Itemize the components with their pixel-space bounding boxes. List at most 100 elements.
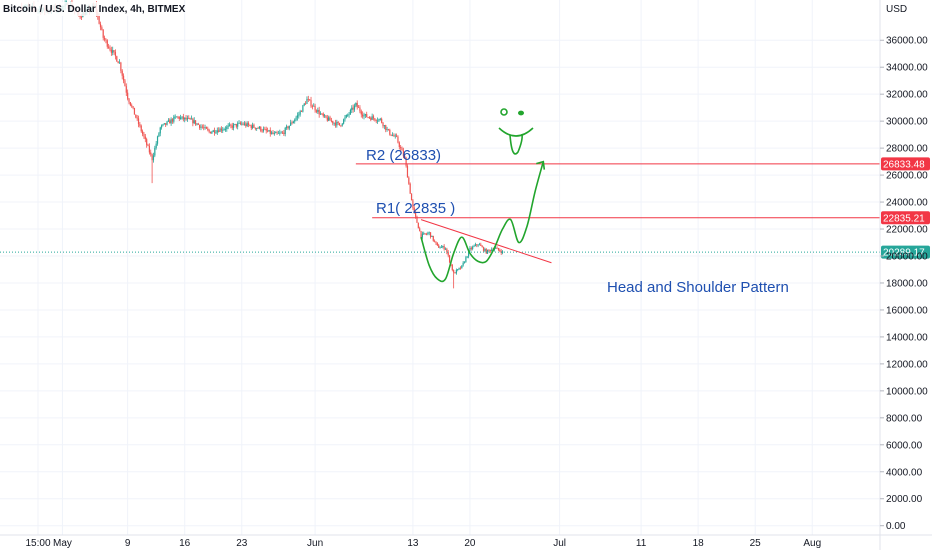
candle: [101, 25, 103, 31]
plot-area[interactable]: [0, 0, 880, 535]
candle: [465, 255, 467, 263]
candle: [269, 127, 271, 137]
candle: [401, 146, 403, 151]
candle: [482, 246, 485, 252]
time-axis[interactable]: [0, 536, 880, 550]
candle: [249, 124, 251, 127]
candle: [459, 266, 462, 270]
candle: [112, 46, 114, 56]
candle: [258, 125, 261, 130]
candle: [292, 120, 294, 124]
candle: [416, 215, 418, 223]
candle: [398, 141, 400, 150]
candle: [488, 249, 490, 253]
y-tick-label: 26000.00: [886, 171, 928, 182]
candle: [436, 242, 438, 247]
y-tick-label: 8000.00: [886, 413, 923, 424]
y-tick-label: 2000.00: [886, 494, 923, 505]
candle: [220, 126, 222, 133]
candle: [307, 95, 309, 102]
candle: [254, 127, 256, 131]
candle: [207, 126, 209, 132]
candle: [405, 156, 407, 168]
candle: [480, 242, 482, 246]
candle: [152, 152, 155, 163]
candle: [114, 49, 117, 60]
candle: [311, 104, 313, 110]
candle: [367, 116, 369, 119]
candle: [129, 101, 131, 107]
y-tick-label: 22000.00: [886, 225, 928, 236]
candle: [125, 83, 127, 97]
price-axis[interactable]: [881, 0, 932, 535]
candle: [99, 21, 102, 31]
symbol-header-bg: [0, 2, 165, 16]
candle: [396, 133, 398, 138]
candle: [351, 105, 353, 114]
x-tick-label: 11: [636, 538, 647, 549]
y-tick-label: 4000.00: [886, 467, 923, 478]
candle: [352, 104, 354, 113]
y-tick-label: 24000.00: [886, 198, 928, 209]
pattern-annotation: Head and Shoulder Pattern: [607, 279, 789, 296]
neckline-trendline[interactable]: [420, 219, 552, 264]
candle: [170, 117, 172, 126]
candle: [186, 115, 189, 122]
candle: [356, 100, 358, 110]
candle: [137, 115, 140, 128]
y-tick-label: 16000.00: [886, 305, 928, 316]
projection-path[interactable]: [420, 161, 545, 283]
candle: [355, 102, 357, 108]
candle: [190, 115, 193, 120]
candle: [283, 129, 285, 137]
candle: [298, 111, 300, 119]
candle: [158, 132, 160, 138]
candle: [410, 193, 413, 201]
candle: [239, 121, 241, 126]
candle: [226, 125, 228, 132]
candle: [423, 231, 425, 235]
candle: [425, 232, 428, 236]
candle: [440, 244, 443, 248]
candle: [434, 239, 436, 243]
candle: [237, 121, 239, 130]
candle: [281, 130, 284, 135]
candle: [390, 134, 392, 137]
candle: [287, 125, 289, 130]
candle: [121, 69, 123, 80]
candle: [122, 73, 125, 84]
candle: [279, 129, 281, 136]
candle: [325, 115, 327, 119]
candle: [163, 123, 165, 125]
candle: [455, 268, 457, 275]
candle: [155, 140, 157, 150]
symbol-title[interactable]: Bitcoin / U.S. Dollar Index, 4h, BITMEX: [3, 4, 186, 15]
candle: [268, 129, 270, 132]
candle: [321, 113, 323, 115]
candle: [222, 127, 224, 134]
candle: [175, 116, 178, 118]
candle: [209, 131, 212, 134]
candle: [193, 117, 195, 125]
candle: [103, 35, 106, 42]
candle: [408, 176, 410, 185]
candle: [314, 103, 316, 113]
candle: [428, 231, 430, 236]
candle: [385, 124, 387, 133]
candle: [302, 104, 304, 113]
y-tick-label: 6000.00: [886, 440, 923, 451]
candle: [340, 125, 342, 128]
candle: [368, 116, 371, 120]
candle: [233, 122, 235, 131]
candle: [337, 121, 339, 126]
candle: [246, 121, 248, 128]
y-tick-label: 30000.00: [886, 117, 928, 128]
candle: [159, 126, 161, 137]
candle: [376, 117, 379, 124]
last-price-label: 20289.17: [883, 248, 925, 259]
candle: [391, 132, 394, 137]
candle: [161, 124, 163, 130]
candle: [295, 115, 297, 122]
candle: [196, 123, 198, 126]
